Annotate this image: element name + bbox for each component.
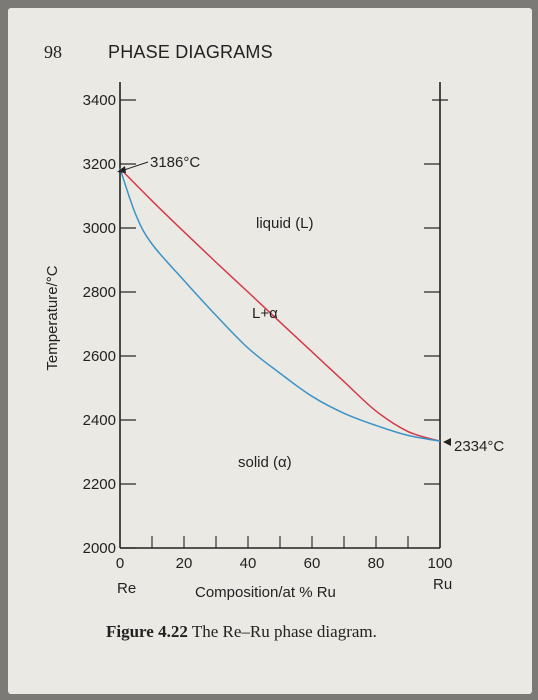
liquidus-curve: [119, 167, 441, 442]
y-axis-ticks: 2000 2200 2400 2600 2800 3000 3200 3400: [83, 92, 448, 557]
book-page: 98 PHASE DIAGRAMS: [8, 8, 532, 694]
y-axis-label: Temperature/°C: [44, 265, 61, 370]
figure-label: Figure 4.22: [106, 622, 188, 641]
figure-caption-text: The Re–Ru phase diagram.: [191, 622, 377, 641]
solidus-curve: [119, 168, 441, 442]
x-tick-label: 20: [176, 555, 193, 572]
liquid-region-label: liquid (L): [256, 215, 314, 232]
y-tick-label: 2800: [83, 284, 116, 301]
page-number: 98: [44, 42, 62, 62]
y-tick-label: 3400: [83, 92, 116, 109]
y-tick-label: 3200: [83, 156, 116, 173]
plot-frame: [119, 82, 441, 549]
x-tick-label: 0: [116, 555, 124, 572]
y-tick-label: 2600: [83, 348, 116, 365]
ru-point-annotation: 2334°C: [454, 438, 504, 455]
y-tick-label: 3000: [83, 220, 116, 237]
phase-curves: [119, 167, 441, 442]
x-tick-label: 100: [427, 555, 452, 572]
x-axis-label: Composition/at % Ru: [195, 584, 336, 601]
re-melting-annotation: 3186°C: [150, 154, 200, 171]
x-tick-label: 80: [368, 555, 385, 572]
two-phase-region-label: L+α: [252, 305, 278, 322]
x-tick-label: 60: [304, 555, 321, 572]
arrow-head-icon: [117, 166, 126, 173]
ru-label: Ru: [433, 576, 452, 593]
x-axis-ticks: 0 20 40 60 80 100: [116, 536, 453, 572]
x-tick-label: 40: [240, 555, 257, 572]
ru-point-arrow-icon: [443, 438, 451, 446]
y-tick-label: 2200: [83, 476, 116, 493]
section-title: PHASE DIAGRAMS: [108, 42, 273, 62]
solid-region-label: solid (α): [238, 454, 292, 471]
y-tick-label: 2400: [83, 412, 116, 429]
figure-caption: Figure 4.22 The Re–Ru phase diagram.: [106, 622, 377, 642]
y-tick-label: 2000: [83, 540, 116, 557]
re-label: Re: [117, 580, 136, 597]
